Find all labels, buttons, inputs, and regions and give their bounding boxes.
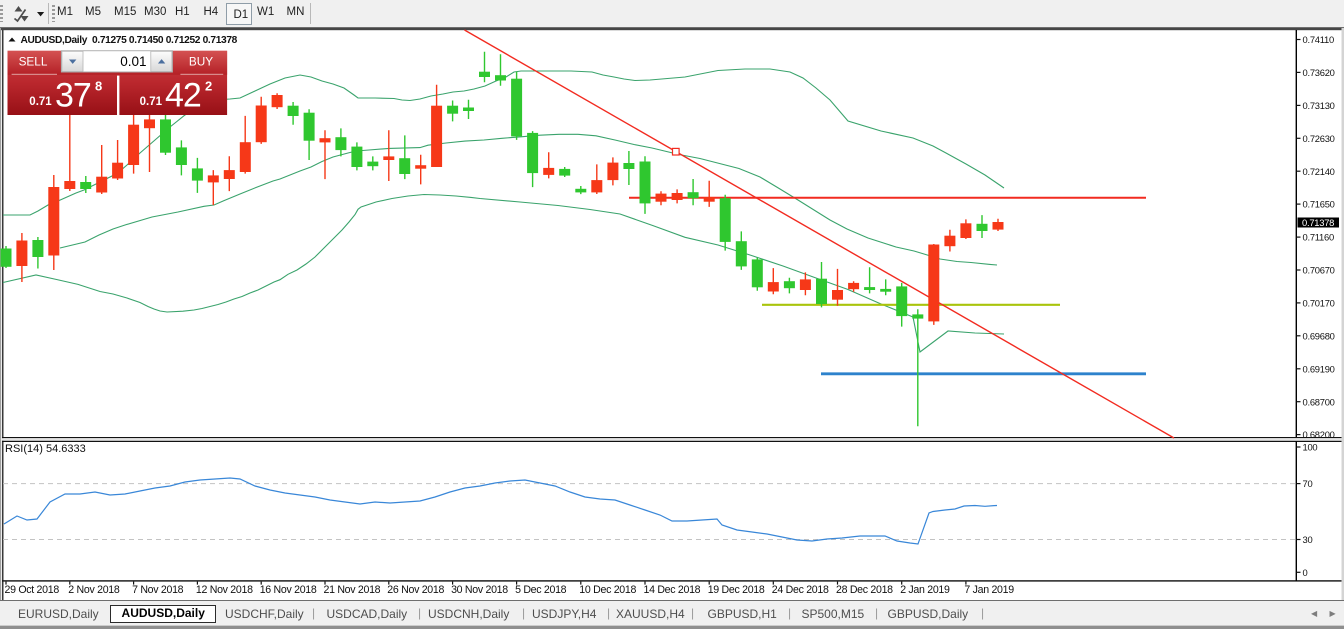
svg-text:0: 0 xyxy=(1303,567,1308,578)
svg-text:30: 30 xyxy=(1303,534,1313,545)
svg-text:28 Dec 2018: 28 Dec 2018 xyxy=(836,584,893,596)
svg-text:29 Oct 2018: 29 Oct 2018 xyxy=(5,584,60,596)
svg-text:0.74110: 0.74110 xyxy=(1303,34,1334,45)
svg-text:30 Nov 2018: 30 Nov 2018 xyxy=(451,584,508,596)
svg-text:0.71160: 0.71160 xyxy=(1303,232,1334,243)
svg-text:21 Nov 2018: 21 Nov 2018 xyxy=(324,584,381,596)
svg-text:24 Dec 2018: 24 Dec 2018 xyxy=(772,584,829,596)
svg-text:2 Nov 2018: 2 Nov 2018 xyxy=(68,584,120,596)
svg-text:16 Nov 2018: 16 Nov 2018 xyxy=(260,584,317,596)
svg-text:7 Nov 2018: 7 Nov 2018 xyxy=(132,584,184,596)
svg-text:0.72630: 0.72630 xyxy=(1303,133,1335,144)
svg-text:0.70170: 0.70170 xyxy=(1303,298,1335,309)
svg-text:42: 42 xyxy=(165,77,201,115)
svg-text:12 Nov 2018: 12 Nov 2018 xyxy=(196,584,253,596)
svg-text:0.71: 0.71 xyxy=(29,96,52,108)
svg-text:0.71: 0.71 xyxy=(140,96,163,108)
svg-text:AUDUSD,Daily 0.71275 0.71450: AUDUSD,Daily 0.71275 0.71450 0.71252 0.7… xyxy=(21,35,238,46)
svg-text:0.68700: 0.68700 xyxy=(1303,396,1335,407)
svg-text:0.01: 0.01 xyxy=(120,54,146,69)
svg-text:BUY: BUY xyxy=(189,55,213,69)
svg-text:0.73620: 0.73620 xyxy=(1303,67,1335,78)
svg-text:RSI(14) 54.6333: RSI(14) 54.6333 xyxy=(5,443,86,455)
svg-text:0.69190: 0.69190 xyxy=(1303,363,1335,374)
svg-text:14 Dec 2018: 14 Dec 2018 xyxy=(644,584,701,596)
svg-text:0.71378: 0.71378 xyxy=(1302,217,1334,228)
svg-text:2: 2 xyxy=(205,79,212,94)
svg-text:0.70670: 0.70670 xyxy=(1303,265,1335,276)
svg-text:8: 8 xyxy=(95,79,102,94)
svg-text:70: 70 xyxy=(1303,478,1313,489)
svg-text:5 Dec 2018: 5 Dec 2018 xyxy=(515,584,567,596)
svg-text:0.69680: 0.69680 xyxy=(1303,330,1335,341)
svg-text:10 Dec 2018: 10 Dec 2018 xyxy=(579,584,636,596)
svg-text:0.73130: 0.73130 xyxy=(1303,100,1335,111)
svg-text:19 Dec 2018: 19 Dec 2018 xyxy=(708,584,765,596)
svg-text:SELL: SELL xyxy=(19,55,48,69)
svg-text:0.68200: 0.68200 xyxy=(1303,429,1335,440)
svg-text:7 Jan 2019: 7 Jan 2019 xyxy=(964,584,1014,596)
svg-text:26 Nov 2018: 26 Nov 2018 xyxy=(387,584,444,596)
svg-text:0.72140: 0.72140 xyxy=(1303,166,1335,177)
svg-text:0.71650: 0.71650 xyxy=(1303,199,1335,210)
svg-text:2 Jan 2019: 2 Jan 2019 xyxy=(900,584,950,596)
svg-text:100: 100 xyxy=(1303,442,1318,453)
svg-text:37: 37 xyxy=(55,77,91,115)
